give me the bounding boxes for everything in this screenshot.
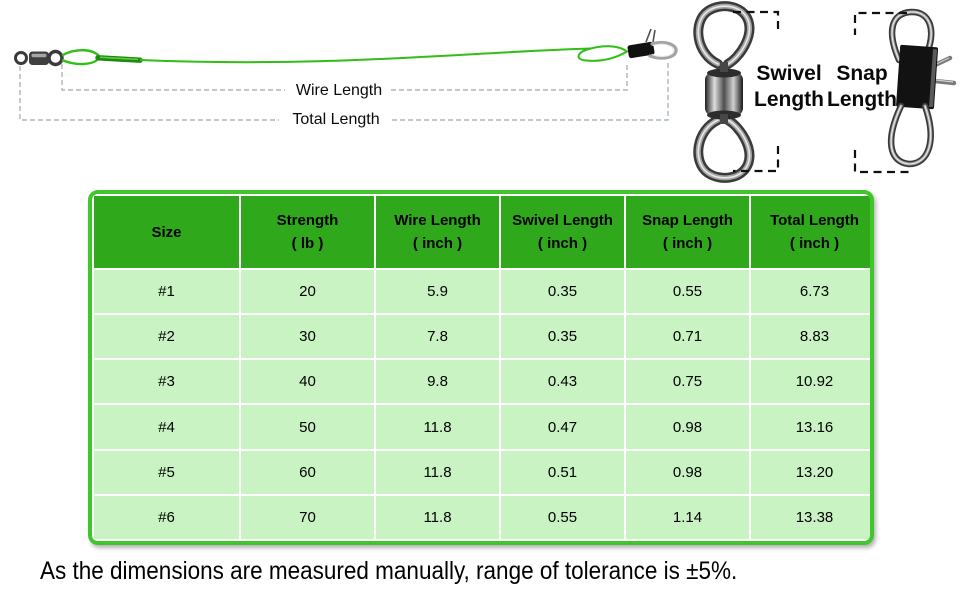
snap-image xyxy=(887,8,957,168)
cell-size: #2 xyxy=(92,313,241,361)
table-row: #6 70 11.8 0.55 1.14 13.38 xyxy=(92,493,870,541)
leader-image xyxy=(14,28,678,67)
cell-snap-length: 0.55 xyxy=(624,267,751,316)
col-header-total-length: Total Length ( inch ) xyxy=(749,194,870,270)
wire-length-label: Wire Length xyxy=(295,82,383,99)
table-row: #3 40 9.8 0.43 0.75 10.92 xyxy=(92,358,870,406)
tolerance-note: As the dimensions are measured manually,… xyxy=(40,557,738,585)
cell-swivel-length: 0.43 xyxy=(499,358,626,406)
col-header-snap-length: Snap Length ( inch ) xyxy=(624,194,751,270)
cell-size: #5 xyxy=(92,448,241,496)
total-length-label: Total Length xyxy=(292,111,380,128)
cell-wire-length: 5.9 xyxy=(374,267,501,316)
cell-size: #3 xyxy=(92,358,241,406)
snap-length-bracket xyxy=(853,11,910,174)
cell-strength: 40 xyxy=(239,358,376,406)
swivel-length-label: Swivel Length xyxy=(754,62,824,111)
cell-wire-length: 7.8 xyxy=(374,313,501,361)
cell-total-length: 8.83 xyxy=(749,313,870,361)
cell-size: #1 xyxy=(92,267,241,316)
cell-snap-length: 0.98 xyxy=(624,403,751,451)
cell-total-length: 13.20 xyxy=(749,448,870,496)
cell-strength: 50 xyxy=(239,403,376,451)
cell-wire-length: 9.8 xyxy=(374,358,501,406)
cell-wire-length: 11.8 xyxy=(374,448,501,496)
cell-total-length: 10.92 xyxy=(749,358,870,406)
col-header-wire-length: Wire Length ( inch ) xyxy=(374,194,501,270)
cell-strength: 70 xyxy=(239,493,376,541)
table-row: #2 30 7.8 0.35 0.71 8.83 xyxy=(92,313,870,361)
cell-snap-length: 0.71 xyxy=(624,313,751,361)
cell-size: #4 xyxy=(92,403,241,451)
hero-graphics xyxy=(14,1,957,183)
cell-total-length: 13.38 xyxy=(749,493,870,541)
cell-snap-length: 1.14 xyxy=(624,493,751,541)
table-row: #1 20 5.9 0.35 0.55 6.73 xyxy=(92,267,870,316)
header-row: Size Strength ( lb ) Wire Length ( inch … xyxy=(92,194,870,270)
cell-swivel-length: 0.35 xyxy=(499,313,626,361)
col-header-swivel-length: Swivel Length ( inch ) xyxy=(499,194,626,270)
cell-strength: 20 xyxy=(239,267,376,316)
swivel-image xyxy=(693,1,755,183)
col-header-strength: Strength ( lb ) xyxy=(239,194,376,270)
cell-wire-length: 11.8 xyxy=(374,493,501,541)
cell-total-length: 6.73 xyxy=(749,267,870,316)
cell-wire-length: 11.8 xyxy=(374,403,501,451)
col-header-size: Size xyxy=(92,194,241,270)
table-row: #5 60 11.8 0.51 0.98 13.20 xyxy=(92,448,870,496)
cell-swivel-length: 0.47 xyxy=(499,403,626,451)
cell-snap-length: 0.98 xyxy=(624,448,751,496)
cell-swivel-length: 0.35 xyxy=(499,267,626,316)
cell-total-length: 13.16 xyxy=(749,403,870,451)
cell-swivel-length: 0.55 xyxy=(499,493,626,541)
cell-strength: 60 xyxy=(239,448,376,496)
cell-size: #6 xyxy=(92,493,241,541)
snap-length-label: Snap Length xyxy=(827,62,897,111)
spec-table: Size Strength ( lb ) Wire Length ( inch … xyxy=(88,190,874,545)
swivel-length-bracket xyxy=(733,10,780,173)
cell-strength: 30 xyxy=(239,313,376,361)
product-diagram: Wire Length Total Length Swivel Length S… xyxy=(0,0,970,186)
cell-snap-length: 0.75 xyxy=(624,358,751,406)
cell-swivel-length: 0.51 xyxy=(499,448,626,496)
dimension-lines xyxy=(19,60,669,121)
table-row: #4 50 11.8 0.47 0.98 13.16 xyxy=(92,403,870,451)
